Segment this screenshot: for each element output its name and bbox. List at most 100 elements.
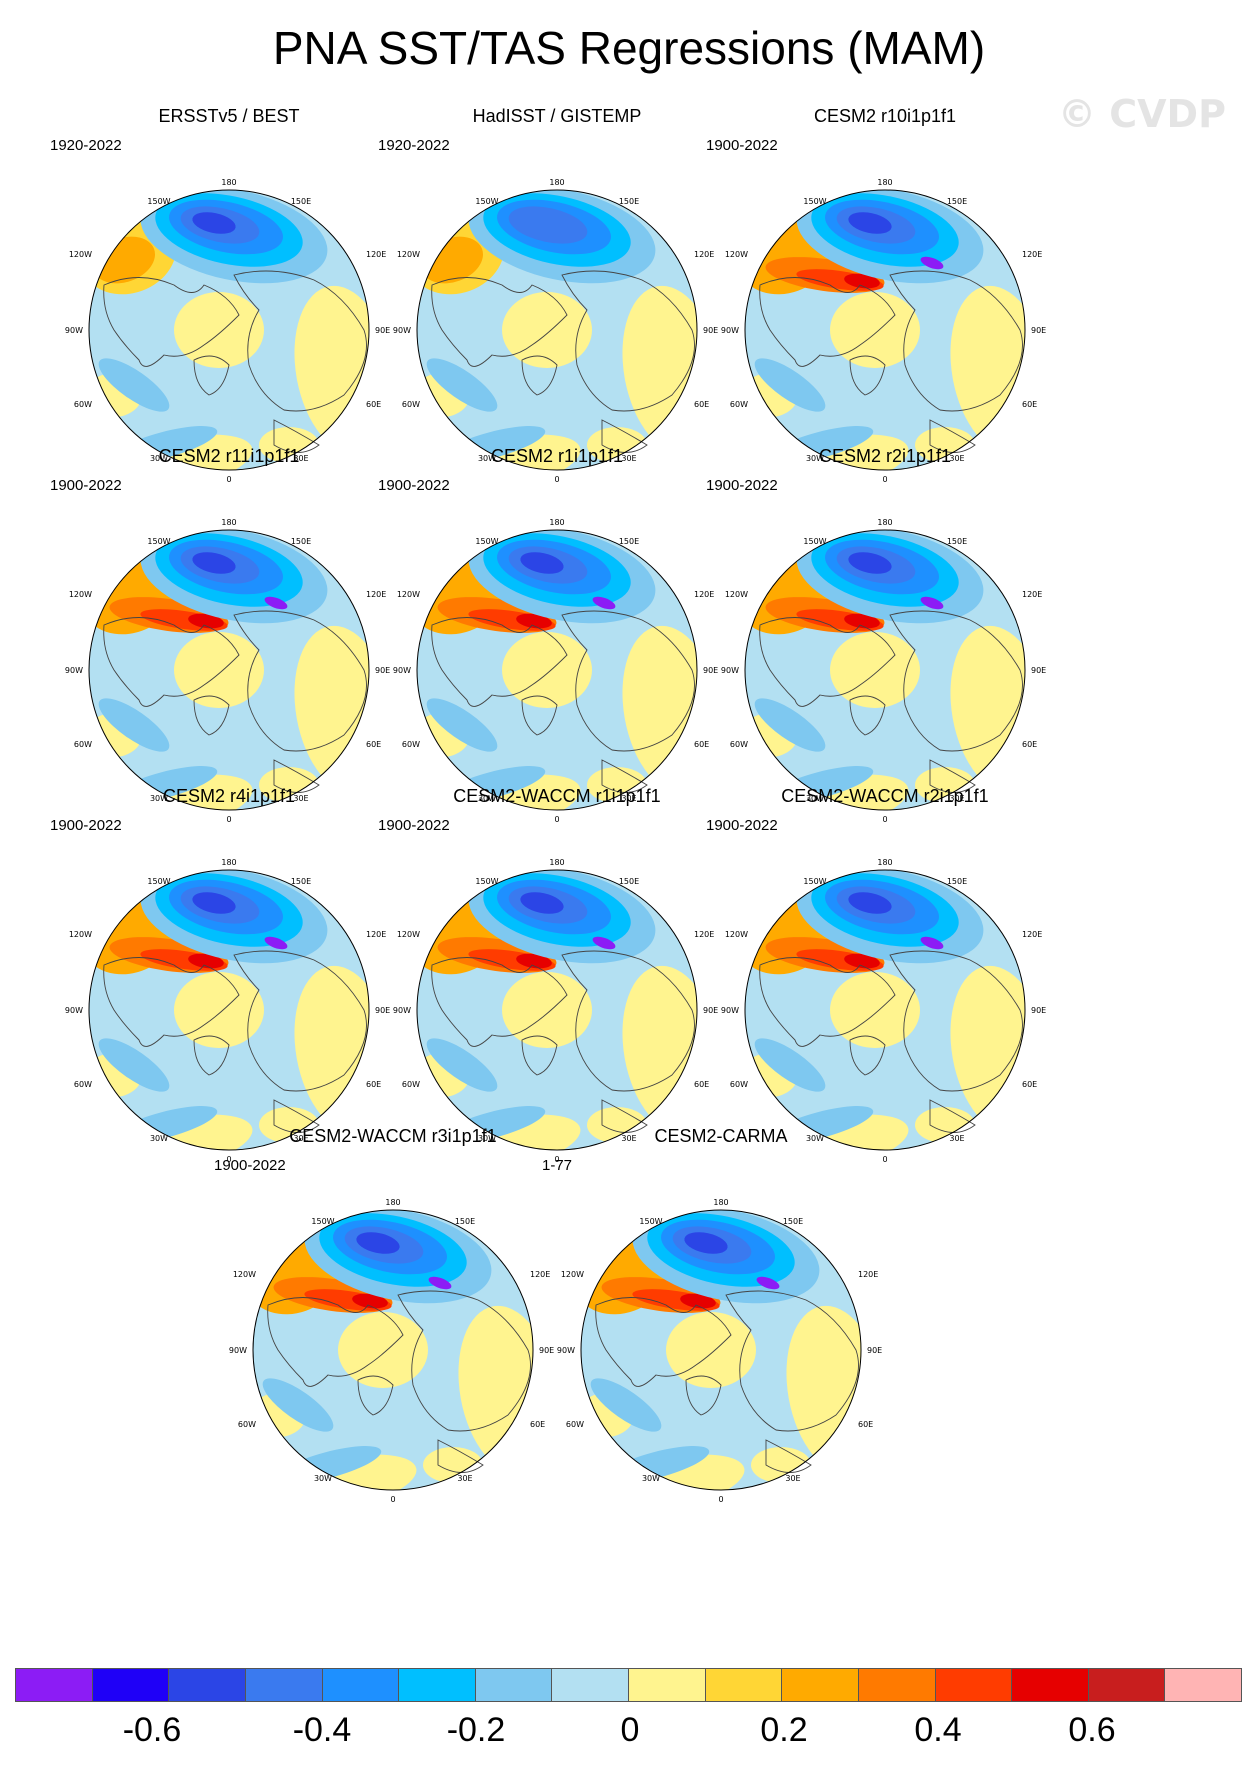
panel-title: CESM2-WACCM r3i1p1f1	[289, 1126, 497, 1146]
map-boundary	[744, 529, 1026, 811]
longitude-label: 150W	[803, 197, 826, 206]
longitude-label: 60E	[694, 740, 709, 749]
longitude-label: 90E	[375, 326, 390, 335]
panel-title: CESM2 r2i1p1f1	[818, 446, 952, 466]
africa-coast	[601, 419, 648, 453]
africa-coast	[929, 419, 976, 453]
negative-anomaly	[426, 358, 498, 412]
greenland-coast	[521, 355, 558, 396]
negative-anomaly	[754, 698, 826, 752]
panel-title: CESM2 r11i1p1f1	[158, 446, 300, 466]
positive-anomaly	[680, 1293, 716, 1309]
longitude-label: 120E	[1022, 250, 1042, 259]
panel-title: HadISST / GISTEMP	[472, 106, 642, 126]
negative-anomaly	[356, 1232, 400, 1254]
regression-field	[417, 190, 697, 470]
longitude-label: 150E	[619, 877, 639, 886]
longitude-label: 150W	[475, 197, 498, 206]
map-boundary	[252, 1209, 534, 1491]
regression-field	[417, 870, 697, 1150]
longitude-label: 0	[882, 475, 887, 484]
panel-title: CESM2 r4i1p1f1	[162, 786, 296, 806]
coastlines	[103, 950, 367, 1133]
positive-anomaly	[352, 1293, 388, 1309]
colorbar-swatch	[1087, 1668, 1166, 1702]
positive-anomaly	[174, 292, 264, 368]
longitude-label: 60E	[1022, 400, 1037, 409]
colorbar-swatch	[321, 1668, 400, 1702]
eurasia-coast	[561, 610, 695, 752]
longitude-label: 60E	[366, 400, 381, 409]
longitude-label: 150E	[455, 1217, 475, 1226]
polar-map: 180 0 150W 150E 120W 120E 90W 90E 60W 60E 30W 30E	[65, 858, 390, 1164]
colorbar-swatch	[1011, 1668, 1089, 1702]
panel-period: 1900-2022	[50, 817, 122, 834]
polar-map: 180 0 150W 150E 120W 120E 90W 90E 60W 60E 30W 30E	[393, 518, 718, 824]
longitude-label: 30W	[806, 794, 824, 803]
coastlines	[759, 270, 1023, 453]
longitude-label: 0	[554, 1155, 559, 1164]
negative-anomaly	[684, 1232, 728, 1254]
panel-period: 1900-2022	[706, 817, 778, 834]
polar-map: 180 0 150W 150E 120W 120E 90W 90E 60W 60E 30W 30E	[557, 1198, 882, 1504]
greenland-coast	[193, 355, 230, 396]
longitude-label: 60W	[730, 400, 748, 409]
greenland-coast	[685, 1375, 722, 1416]
regression-field	[745, 870, 1025, 1150]
colorbar-label: 0.4	[914, 1711, 962, 1749]
longitude-label: 120E	[694, 930, 714, 939]
map-panel: ERSSTv5 / BEST 1920-2022 180 0 150W 150E 120…	[44, 105, 414, 485]
colorbar-swatch	[244, 1668, 323, 1702]
longitude-label: 180	[221, 178, 236, 187]
colorbar-swatch	[398, 1668, 476, 1702]
longitude-label: 30E	[621, 794, 636, 803]
map-boundary	[416, 869, 698, 1151]
greenland-coast	[193, 695, 230, 736]
positive-anomaly	[844, 613, 880, 629]
longitude-label: 120E	[1022, 930, 1042, 939]
longitude-label: 120E	[530, 1270, 550, 1279]
panel-title: CESM2-WACCM r2i1p1f1	[781, 786, 989, 806]
map-boundary	[744, 189, 1026, 471]
longitude-label: 120E	[694, 250, 714, 259]
eurasia-coast	[889, 270, 1023, 412]
africa-coast	[273, 1099, 320, 1133]
longitude-label: 30W	[150, 1134, 168, 1143]
positive-anomaly	[188, 613, 224, 629]
positive-anomaly	[174, 632, 264, 708]
regression-field	[89, 190, 369, 470]
colorbar-label: -0.6	[122, 1711, 182, 1749]
negative-anomaly	[592, 596, 616, 610]
longitude-label: 90E	[375, 1006, 390, 1015]
longitude-label: 60W	[74, 1080, 92, 1089]
longitude-label: 90W	[393, 1006, 411, 1015]
longitude-label: 120W	[69, 590, 92, 599]
negative-anomaly	[520, 892, 564, 914]
negative-anomaly	[754, 1038, 826, 1092]
positive-anomaly	[423, 1447, 483, 1483]
longitude-label: 120E	[366, 930, 386, 939]
negative-anomaly	[590, 1378, 662, 1432]
regression-field	[89, 530, 369, 810]
positive-anomaly	[502, 972, 592, 1048]
longitude-label: 0	[226, 815, 231, 824]
positive-anomaly	[516, 953, 552, 969]
colorbar-swatch	[934, 1668, 1013, 1702]
longitude-label: 90E	[867, 1346, 882, 1355]
panel-period: 1920-2022	[50, 137, 122, 154]
longitude-label: 30E	[293, 454, 308, 463]
longitude-label: 180	[549, 518, 564, 527]
eurasia-coast	[233, 610, 367, 752]
negative-anomaly	[98, 358, 170, 412]
longitude-label: 90W	[721, 666, 739, 675]
north-america-coast	[431, 957, 568, 1047]
panel-period: 1900-2022	[706, 477, 778, 494]
longitude-label: 0	[718, 1495, 723, 1504]
eurasia-coast	[889, 950, 1023, 1092]
map-panel: CESM2-WACCM r2i1p1f1 1900-2022 180 0 150W 1…	[700, 785, 1070, 1165]
polar-map: 180 0 150W 150E 120W 120E 90W 90E 60W 60E 30W 30E	[393, 858, 718, 1164]
positive-anomaly	[338, 1312, 428, 1388]
longitude-label: 60W	[730, 740, 748, 749]
colorbar-swatch	[704, 1668, 783, 1702]
north-america-coast	[431, 277, 568, 367]
